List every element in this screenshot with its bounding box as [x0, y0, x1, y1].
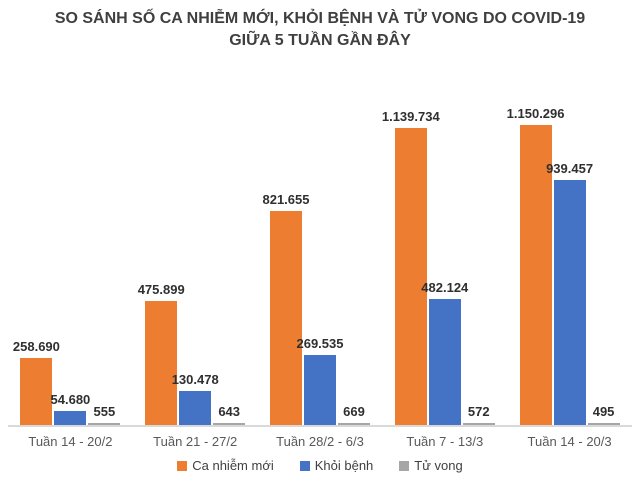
- data-label-deaths-1: 643: [218, 404, 241, 419]
- legend-label: Tử vong: [414, 458, 463, 473]
- bar-recovered-1: [179, 391, 212, 425]
- legend-label: Ca nhiễm mới: [192, 458, 274, 473]
- category-label-3: Tuần 7 - 13/3: [406, 434, 484, 449]
- plot-area: 258.690 54.680 555 475.899 130.478 643 821.655…: [8, 98, 632, 427]
- legend-swatch-icon: [177, 460, 188, 471]
- bar-col-recovered-0: 54.680: [51, 392, 90, 425]
- data-label-recovered-2: 269.535: [296, 336, 344, 351]
- bar-deaths-0: [88, 423, 121, 425]
- category-label-0: Tuần 14 - 20/2: [28, 434, 113, 449]
- bar-col-deaths-4: 495: [587, 404, 620, 425]
- data-label-new-cases-1: 475.899: [137, 282, 185, 297]
- bar-col-new-cases-3: 1.139.734: [382, 109, 440, 425]
- bar-new-cases-2: [269, 211, 302, 425]
- legend-label: Khỏi bệnh: [314, 458, 374, 473]
- bar-col-recovered-3: 482.124: [421, 280, 468, 425]
- bar-col-new-cases-2: 821.655: [262, 192, 309, 425]
- bar-col-recovered-2: 269.535: [296, 336, 343, 425]
- data-label-recovered-0: 54.680: [50, 392, 91, 407]
- bar-recovered-3: [428, 299, 461, 425]
- bar-col-deaths-2: 669: [337, 404, 370, 425]
- chart-title-line1: SO SÁNH SỐ CA NHIỄM MỚI, KHỎI BỆNH VÀ TỬ…: [54, 10, 586, 27]
- bar-new-cases-3: [394, 128, 427, 425]
- bar-recovered-4: [553, 180, 586, 425]
- bar-new-cases-1: [145, 301, 178, 425]
- bar-col-deaths-3: 572: [462, 404, 495, 425]
- bar-new-cases-4: [519, 125, 552, 425]
- data-label-new-cases-2: 821.655: [262, 192, 310, 207]
- data-label-deaths-0: 555: [93, 404, 116, 419]
- bar-group-0: 258.690 54.680 555: [8, 98, 133, 425]
- data-label-deaths-3: 572: [467, 404, 490, 419]
- bar-col-new-cases-1: 475.899: [138, 282, 185, 425]
- bar-deaths-1: [213, 423, 246, 425]
- legend-item-1: Khỏi bệnh: [299, 458, 374, 473]
- data-label-new-cases-0: 258.690: [12, 339, 60, 354]
- legend-swatch-icon: [299, 460, 310, 471]
- bar-recovered-2: [303, 355, 336, 425]
- data-label-new-cases-4: 1.150.296: [506, 106, 565, 121]
- legend-swatch-icon: [399, 460, 410, 471]
- bar-group-2: 821.655 269.535 669: [258, 98, 383, 425]
- bar-group-3: 1.139.734 482.124 572: [382, 98, 507, 425]
- category-label-2: Tuần 28/2 - 6/3: [276, 434, 364, 449]
- category-label-1: Tuần 21 - 27/2: [153, 434, 238, 449]
- bar-col-recovered-4: 939.457: [546, 161, 593, 425]
- category-label-4: Tuần 14 - 20/3: [527, 434, 612, 449]
- legend: Ca nhiễm mới Khỏi bệnh Tử vong: [0, 458, 640, 473]
- bar-deaths-3: [462, 423, 495, 425]
- chart-title: SO SÁNH SỐ CA NHIỄM MỚI, KHỎI BỆNH VÀ TỬ…: [0, 8, 640, 52]
- bar-col-new-cases-4: 1.150.296: [507, 106, 565, 425]
- bar-group-1: 475.899 130.478 643: [133, 98, 258, 425]
- bar-deaths-2: [337, 423, 370, 425]
- bar-group-4: 1.150.296 939.457 495: [507, 98, 632, 425]
- bar-deaths-4: [587, 423, 620, 425]
- data-label-new-cases-3: 1.139.734: [381, 109, 440, 124]
- data-label-recovered-4: 939.457: [546, 161, 594, 176]
- legend-item-2: Tử vong: [399, 458, 463, 473]
- bar-col-deaths-0: 555: [88, 404, 121, 425]
- bar-col-recovered-1: 130.478: [172, 372, 219, 425]
- chart-title-line2: GIỮA 5 TUẦN GẦN ĐÂY: [229, 32, 411, 49]
- bar-new-cases-0: [20, 358, 53, 425]
- data-label-recovered-1: 130.478: [171, 372, 219, 387]
- legend-item-0: Ca nhiễm mới: [177, 458, 274, 473]
- data-label-recovered-3: 482.124: [421, 280, 469, 295]
- x-axis-category-labels: Tuần 14 - 20/2 Tuần 21 - 27/2 Tuần 28/2 - …: [8, 434, 632, 449]
- bar-col-new-cases-0: 258.690: [13, 339, 60, 425]
- bar-col-deaths-1: 643: [213, 404, 246, 425]
- bar-recovered-0: [54, 411, 87, 425]
- data-label-deaths-4: 495: [592, 404, 615, 419]
- data-label-deaths-2: 669: [343, 404, 365, 419]
